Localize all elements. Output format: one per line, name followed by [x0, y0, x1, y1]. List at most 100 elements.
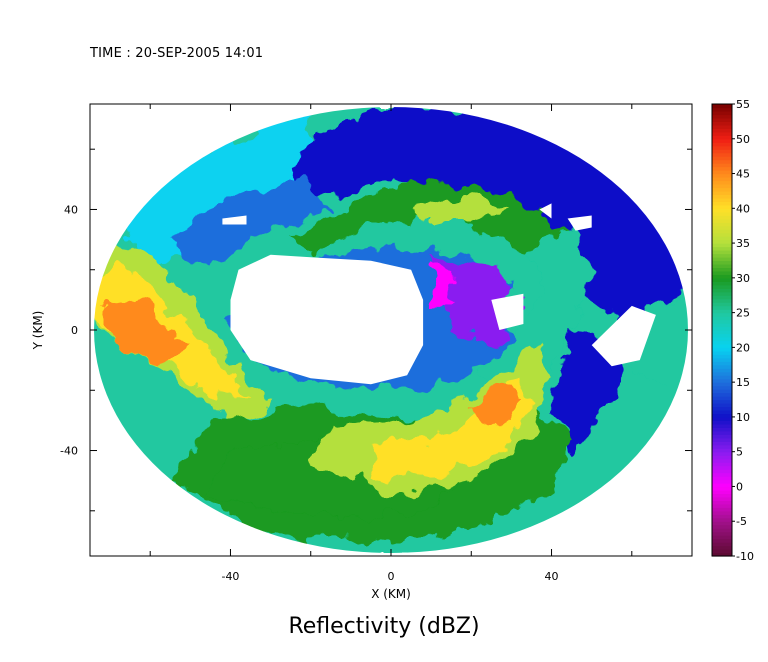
colorbar-tick-label: 55 — [736, 98, 750, 111]
colorbar-tick-label: 45 — [736, 168, 750, 181]
colorbar-segment — [712, 159, 732, 164]
y-axis-label: Y (KM) — [31, 311, 45, 351]
colorbar-segment — [712, 493, 732, 498]
colorbar-segment — [712, 243, 732, 248]
colorbar-segment — [712, 263, 732, 269]
axes: -40 0 40 40 0 -40 X (KM) Y (KM) — [31, 104, 692, 601]
colorbar-segment — [712, 476, 732, 481]
colorbar-segment — [712, 211, 732, 216]
colorbar-segment — [712, 156, 732, 161]
colorbar-segment — [712, 323, 732, 328]
colorbar-segment — [712, 239, 732, 244]
colorbar-tick-label: 10 — [736, 411, 750, 424]
chart-title: Reflectivity (dBZ) — [288, 614, 480, 639]
colorbar-border — [711, 103, 733, 557]
colorbar-segment — [712, 250, 732, 255]
colorbar-segment — [712, 462, 732, 467]
colorbar-segment — [712, 128, 732, 133]
y-tick-label: 40 — [64, 203, 78, 216]
colorbar-segment — [712, 531, 732, 536]
colorbar-segment — [712, 117, 732, 122]
colorbar-segment — [712, 190, 732, 195]
colorbar-segment — [712, 236, 732, 241]
colorbar-segment — [712, 170, 732, 175]
colorbar-segment — [712, 149, 732, 154]
colorbar-segment — [712, 218, 732, 223]
colorbar-segment — [712, 204, 732, 209]
colorbar-segment — [712, 542, 732, 547]
field-north-arc-core — [411, 194, 512, 222]
colorbar-segment — [712, 152, 732, 157]
colorbar-tick-label: 25 — [736, 307, 750, 320]
no-data-north-dot — [539, 203, 552, 219]
colorbar-tick-label: 5 — [736, 446, 743, 459]
colorbar-segment — [712, 267, 732, 272]
x-tick-label: 40 — [545, 570, 559, 583]
colorbar-segment — [712, 510, 732, 515]
colorbar-segment — [712, 124, 732, 129]
colorbar-segment — [712, 354, 732, 359]
colorbar-segment — [712, 437, 732, 442]
field-northwest — [110, 113, 311, 270]
field-sw-outer-red — [102, 299, 191, 367]
colorbar-segment — [712, 423, 732, 428]
colorbar-segment — [712, 524, 732, 529]
colorbar-segment — [712, 535, 732, 540]
colorbar-segment — [712, 215, 732, 220]
colorbar-segment — [712, 281, 732, 286]
colorbar-segment — [712, 382, 732, 387]
colorbar-segment — [712, 413, 732, 418]
colorbar-segment — [712, 309, 732, 314]
colorbar-segment — [712, 486, 732, 491]
no-data-northwest-dot — [222, 215, 247, 225]
colorbar-segment — [712, 333, 732, 338]
colorbar-segment — [712, 350, 732, 355]
colorbar-tick-label: -10 — [736, 550, 754, 563]
colorbar-segment — [712, 114, 732, 119]
colorbar-segment — [712, 270, 732, 275]
colorbar-segment — [712, 458, 732, 463]
colorbar-tick-label: 20 — [736, 341, 750, 354]
colorbar-segment — [712, 396, 732, 401]
colorbar-segment — [712, 451, 732, 456]
colorbar-segment — [712, 222, 732, 227]
colorbar-segment — [712, 465, 732, 470]
colorbar-segment — [712, 545, 732, 550]
colorbar-segment — [712, 403, 732, 408]
x-tick-label: -40 — [221, 570, 239, 583]
colorbar-segment — [712, 409, 732, 415]
colorbar-tick-label: 35 — [736, 237, 750, 250]
colorbar-segment — [712, 340, 732, 345]
colorbar-segment — [712, 361, 732, 366]
colorbar-segment — [712, 385, 732, 390]
colorbar-segment — [712, 399, 732, 404]
colorbar-segment — [712, 284, 732, 289]
colorbar-segment — [712, 107, 732, 112]
colorbar-segment — [712, 420, 732, 425]
colorbar-segment — [712, 166, 732, 171]
no-data-northeast-dot — [567, 215, 592, 231]
colorbar-segment — [712, 448, 732, 453]
colorbar-tick-label: -5 — [736, 515, 747, 528]
colorbar-segment — [712, 371, 732, 376]
colorbar-segment — [712, 312, 732, 317]
colorbar-segment — [712, 326, 732, 331]
colorbar-segment — [712, 469, 732, 474]
no-data-east-patch — [491, 293, 524, 330]
colorbar-segment — [712, 444, 732, 449]
colorbar-segment — [712, 142, 732, 147]
field-eye-blue — [431, 254, 520, 346]
colorbar-segment — [712, 138, 732, 143]
colorbar-tick-label: 30 — [736, 272, 750, 285]
colorbar-segment — [712, 302, 732, 307]
colorbar-segment — [712, 479, 732, 484]
colorbar-segment — [712, 514, 732, 519]
x-axis-label: X (KM) — [371, 587, 411, 601]
colorbar-segment — [712, 177, 732, 182]
colorbar-segment — [712, 378, 732, 383]
colorbar-segment — [712, 288, 732, 293]
colorbar-segment — [712, 232, 732, 237]
no-data-eye — [230, 254, 424, 385]
x-tick-label: 0 — [388, 570, 395, 583]
